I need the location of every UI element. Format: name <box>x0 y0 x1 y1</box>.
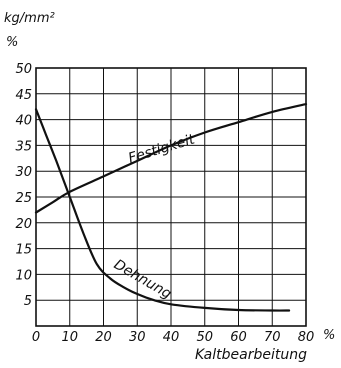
x-tick-label: 20 <box>95 330 112 345</box>
x-tick-label: 0 <box>32 330 40 345</box>
x-tick-label: 70 <box>264 330 281 345</box>
y-tick-label: 40 <box>15 114 32 129</box>
plot-border <box>35 67 307 327</box>
x-tick-label: 40 <box>163 330 180 345</box>
y-tick-label: 20 <box>15 217 32 232</box>
y-tick-label: 25 <box>15 191 32 206</box>
y-tick-label: 15 <box>15 243 32 258</box>
series-line-festigkeit <box>34 103 308 214</box>
y-tick-label: 5 <box>24 294 32 309</box>
y-tick-label: 30 <box>15 165 32 180</box>
x-axis-label: Kaltbearbeitung <box>195 347 307 363</box>
x-tick-label: 50 <box>196 330 213 345</box>
y-tick-label: 10 <box>15 268 32 283</box>
x-tick-label: 60 <box>230 330 247 345</box>
series-line-dehnung <box>34 108 291 312</box>
y-unit-top: kg/mm² <box>4 11 55 26</box>
x-tick-label: 30 <box>129 330 146 345</box>
tick-labels: 0 10 20 30 40 50 60 70 80 5 10 15 20 25 30 35 40 45 50 <box>15 62 314 345</box>
y-unit-bottom: % <box>6 35 18 50</box>
y-tick-label: 45 <box>15 88 32 103</box>
x-axis-unit: % <box>323 328 335 343</box>
x-tick-label: 10 <box>61 330 78 345</box>
y-tick-label: 35 <box>15 139 32 154</box>
plot-frame <box>35 67 307 327</box>
x-tick-label: 80 <box>298 330 315 345</box>
series-layer <box>34 103 308 312</box>
y-tick-label: 50 <box>15 62 32 77</box>
